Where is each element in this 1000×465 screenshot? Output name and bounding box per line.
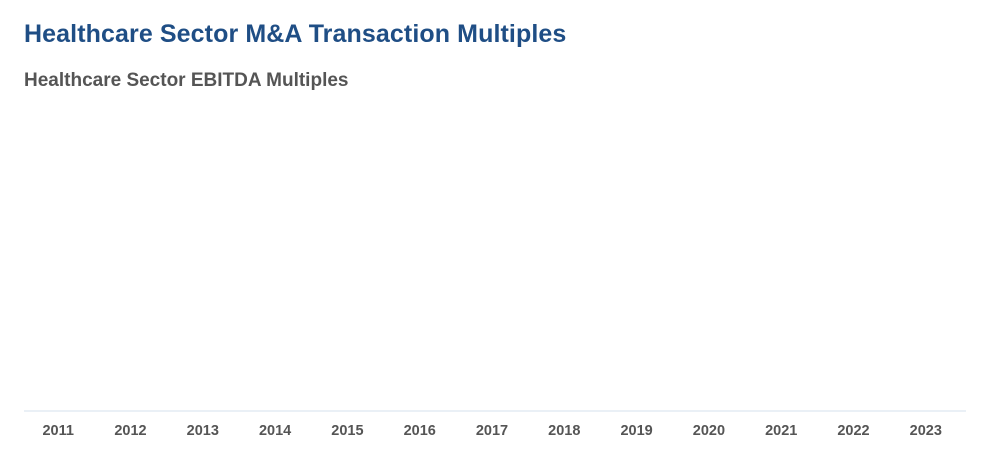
x-tick-label-2011: 2011 [42,423,73,439]
x-tick-label-2017: 2017 [476,423,508,439]
x-tick-label-2023: 2023 [910,423,942,439]
x-tick-label-2022: 2022 [837,423,869,439]
x-tick-label-2012: 2012 [114,423,146,439]
chart-title: Healthcare Sector EBITDA Multiples [24,70,349,91]
x-tick-label-2014: 2014 [259,423,291,439]
x-tick-label-2013: 2013 [187,423,219,439]
x-tick-label-2019: 2019 [620,423,652,439]
x-axis-ticks: 2011 2012 2013 2014 2015 2016 2017 2018 2019 2020… [42,423,941,439]
x-tick-label-2018: 2018 [548,423,580,439]
x-tick-label-2015: 2015 [331,423,363,439]
page-title: Healthcare Sector M&A Transaction Multip… [24,20,567,48]
x-tick-label-2021: 2021 [765,423,797,439]
x-tick-label-2016: 2016 [404,423,436,439]
x-tick-label-2020: 2020 [693,423,725,439]
